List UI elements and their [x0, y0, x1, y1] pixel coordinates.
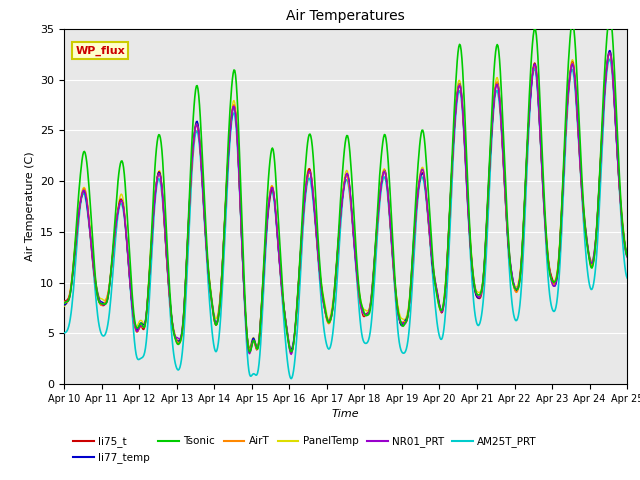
AirT	[623, 252, 631, 258]
li77_temp	[215, 307, 223, 312]
li77_temp	[415, 182, 422, 188]
NR01_PRT	[215, 309, 223, 315]
AirT	[215, 307, 223, 312]
li77_temp	[128, 303, 136, 309]
li75_t	[70, 258, 78, 264]
NR01_PRT	[128, 304, 136, 310]
li77_temp	[287, 347, 295, 352]
AirT	[70, 252, 78, 258]
Line: AM25T_PRT: AM25T_PRT	[64, 60, 627, 379]
PanelTemp	[431, 279, 439, 285]
PanelTemp	[606, 48, 614, 54]
Line: li77_temp: li77_temp	[64, 50, 627, 349]
PanelTemp	[128, 301, 136, 307]
li75_t	[623, 254, 631, 260]
AirT	[128, 301, 136, 307]
Y-axis label: Air Temperature (C): Air Temperature (C)	[24, 152, 35, 261]
li77_temp	[186, 201, 193, 207]
AM25T_PRT	[623, 275, 631, 281]
NR01_PRT	[287, 351, 295, 357]
AirT	[431, 282, 439, 288]
PanelTemp	[215, 302, 223, 308]
li77_temp	[606, 48, 614, 53]
PanelTemp	[60, 303, 68, 309]
Title: Air Temperatures: Air Temperatures	[286, 10, 405, 24]
AM25T_PRT	[431, 303, 439, 309]
PanelTemp	[287, 348, 295, 353]
li75_t	[60, 298, 68, 304]
Line: NR01_PRT: NR01_PRT	[64, 53, 627, 354]
X-axis label: Time: Time	[332, 409, 360, 419]
li75_t	[186, 204, 193, 209]
PanelTemp	[70, 250, 78, 256]
PanelTemp	[623, 250, 631, 255]
NR01_PRT	[431, 278, 439, 284]
AirT	[186, 204, 193, 210]
li77_temp	[431, 282, 439, 288]
li77_temp	[70, 255, 78, 261]
AM25T_PRT	[287, 376, 295, 382]
AirT	[605, 50, 613, 56]
Tsonic	[606, 14, 614, 20]
AM25T_PRT	[128, 310, 136, 316]
Line: AirT: AirT	[64, 53, 627, 351]
NR01_PRT	[60, 300, 68, 306]
Tsonic	[70, 252, 78, 258]
Tsonic	[246, 349, 253, 355]
Text: WP_flux: WP_flux	[76, 46, 125, 56]
AM25T_PRT	[415, 187, 422, 192]
Tsonic	[128, 291, 136, 297]
NR01_PRT	[623, 254, 631, 260]
li77_temp	[623, 251, 631, 256]
AM25T_PRT	[70, 278, 78, 284]
AirT	[287, 348, 295, 354]
NR01_PRT	[186, 204, 193, 209]
NR01_PRT	[70, 254, 78, 260]
AM25T_PRT	[186, 220, 193, 226]
Tsonic	[623, 253, 631, 259]
AirT	[415, 182, 422, 188]
Line: PanelTemp: PanelTemp	[64, 51, 627, 350]
NR01_PRT	[415, 181, 422, 187]
li75_t	[431, 279, 439, 285]
AirT	[60, 299, 68, 304]
Tsonic	[60, 300, 68, 306]
li75_t	[606, 50, 614, 56]
NR01_PRT	[606, 50, 614, 56]
li75_t	[287, 350, 295, 356]
li75_t	[215, 308, 223, 313]
PanelTemp	[186, 201, 193, 207]
Tsonic	[215, 310, 223, 316]
Legend: li75_t, li77_temp, Tsonic, AirT, PanelTemp, NR01_PRT, AM25T_PRT: li75_t, li77_temp, Tsonic, AirT, PanelTe…	[69, 432, 541, 468]
AM25T_PRT	[60, 330, 68, 336]
li77_temp	[60, 302, 68, 308]
AM25T_PRT	[215, 333, 223, 339]
Tsonic	[415, 152, 422, 157]
li75_t	[415, 183, 422, 189]
li75_t	[128, 302, 136, 308]
Tsonic	[186, 194, 193, 200]
PanelTemp	[415, 178, 422, 183]
Tsonic	[431, 282, 439, 288]
Line: li75_t: li75_t	[64, 53, 627, 353]
AM25T_PRT	[605, 57, 613, 62]
Line: Tsonic: Tsonic	[64, 17, 627, 352]
